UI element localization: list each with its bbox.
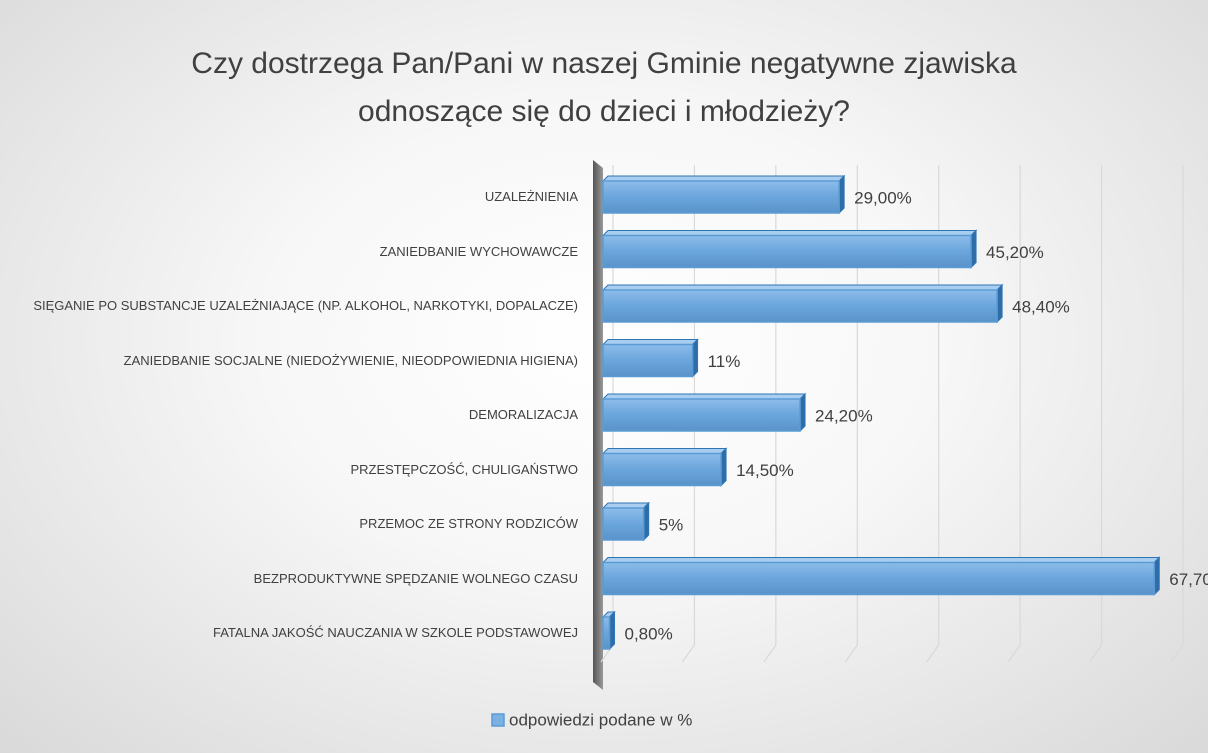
chart-title: Czy dostrzega Pan/Pani w naszej Gminie n…: [191, 47, 1017, 128]
data-label: 45,20%: [986, 243, 1044, 262]
grid-line: [844, 165, 858, 663]
data-label: 67,70%: [1169, 570, 1208, 589]
grid-line: [681, 165, 696, 663]
axis-wall: [593, 160, 603, 690]
y-tick-label: FATALNA JAKOŚĆ NAUCZANIA W SZKOLE PODSTA…: [212, 625, 578, 640]
legend-label: odpowiedzi podane w %: [509, 710, 692, 729]
bar-front: [602, 561, 1156, 596]
bar: [601, 392, 807, 433]
data-label: 5%: [659, 515, 684, 534]
bar-side: [838, 174, 845, 215]
data-label: 11%: [708, 352, 741, 371]
bar: [601, 501, 650, 542]
y-tick-label: PRZESTĘPCZOŚĆ, CHULIGAŃSTWO: [350, 461, 578, 477]
bar-front: [602, 343, 694, 378]
y-tick-label: ZANIEDBANIE SOCJALNE (NIEDOŻYWIENIE, NIE…: [123, 352, 578, 368]
data-label: 0,80%: [625, 624, 673, 643]
grid-line: [1089, 165, 1103, 663]
bar-side: [1153, 556, 1160, 596]
bar-front: [602, 616, 611, 650]
grid-line: [926, 165, 940, 663]
data-label: 48,40%: [1012, 297, 1070, 316]
grid-line: [1007, 165, 1021, 663]
y-tick-label: DEMORALIZACJA: [468, 407, 578, 422]
bar-front: [602, 452, 722, 487]
y-tick-label: UZALEŻNIENIA: [484, 189, 578, 204]
bar: [601, 229, 978, 269]
bar-front: [602, 507, 645, 541]
grid-line: [1170, 165, 1184, 663]
grid-line: [763, 165, 777, 663]
bar-front: [602, 398, 801, 432]
data-label: 14,50%: [736, 461, 794, 480]
data-label: 29,00%: [854, 188, 912, 207]
legend-swatch: [491, 713, 505, 727]
y-tick-label: ZANIEDBANIE WYCHOWAWCZE: [379, 243, 578, 259]
bar-front: [602, 289, 998, 323]
y-tick-label: BEZPRODUKTYWNE SPĘDZANIE WOLNEGO CZASU: [253, 570, 578, 586]
bar: [601, 447, 728, 487]
bar: [601, 174, 846, 215]
y-tick-label: SIĘGANIE PO SUBSTANCJE UZALEŻNIAJĄCE (NP…: [33, 298, 578, 313]
bar-side: [643, 501, 650, 542]
bar: [601, 556, 1161, 596]
bar-front: [602, 234, 972, 269]
bar-front: [602, 180, 840, 214]
data-label: 24,20%: [815, 406, 873, 425]
bar: [601, 283, 1004, 324]
y-tick-label: PRZEMOC ZE STRONY RODZICÓW: [359, 516, 578, 531]
bar: [601, 610, 616, 651]
bar: [601, 338, 699, 378]
